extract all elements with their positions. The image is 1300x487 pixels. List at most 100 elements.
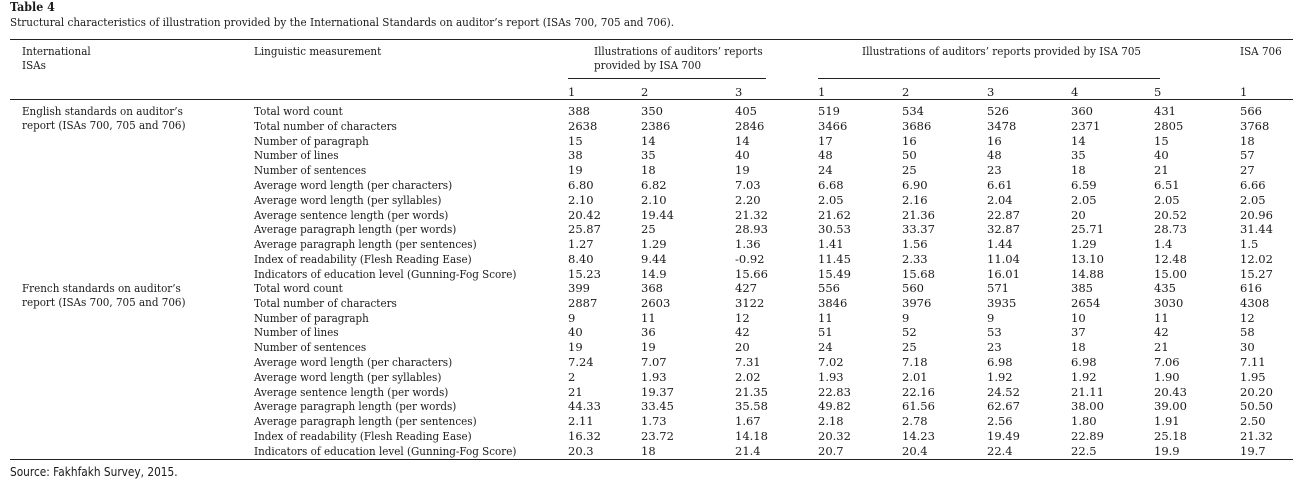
table-cell: 3466 — [818, 118, 848, 133]
table-cell: 44.33 — [568, 399, 601, 414]
table-cell: 3935 — [987, 295, 1017, 310]
table-cell: 20.42 — [568, 207, 601, 222]
header-linguistic-measurement: Linguistic measurement — [254, 44, 382, 58]
table-cell: 21.62 — [818, 207, 851, 222]
column-number: 2 — [641, 85, 649, 99]
table-row: Total word count 388 350 405 519 534 526 360 431… — [0, 104, 1300, 119]
table-row: Number of sentences 19 18 19 24 25 23 18 21 27 — [0, 163, 1300, 178]
top-rule — [10, 39, 1293, 40]
table-cell: 2.05 — [1240, 192, 1266, 207]
table-cell: 2.50 — [1240, 414, 1266, 429]
table-cell: 22.87 — [987, 207, 1020, 222]
table-cell: 22.4 — [987, 443, 1013, 458]
table-cell: 2.11 — [568, 414, 594, 429]
bottom-rule — [10, 459, 1293, 460]
table-cell: 526 — [987, 104, 1009, 118]
table-cell: 30.53 — [818, 222, 851, 237]
header-international-isas: International ISAs — [22, 44, 91, 72]
table-cell: 2386 — [641, 118, 671, 133]
table-cell: 19 — [568, 163, 583, 178]
table-cell: 18 — [641, 443, 656, 458]
table-cell: 20.20 — [1240, 384, 1273, 399]
table-cell: 15.68 — [902, 266, 935, 281]
table-cell: 14.18 — [735, 429, 768, 443]
table-row: Total number of characters 2887 2603 3122 38… — [0, 296, 1300, 311]
isa700-subheader-rule — [568, 78, 766, 79]
header-isas-line2: ISAs — [22, 58, 46, 72]
measure-label: Index of readability (Flesh Reading Ease… — [254, 252, 472, 266]
table-cell: 2.01 — [902, 369, 928, 384]
table-caption: Structural characteristics of illustrati… — [10, 15, 675, 29]
table-cell: 556 — [818, 281, 840, 295]
table-cell: 38 — [568, 148, 583, 163]
table-cell: 31.44 — [1240, 222, 1273, 237]
table-cell: 25.87 — [568, 222, 601, 237]
table-cell: 17 — [818, 133, 833, 148]
table-cell: 1.90 — [1154, 369, 1180, 384]
table-cell: 3478 — [987, 118, 1017, 133]
table-cell: 1.29 — [1071, 237, 1097, 252]
table-cell: 560 — [902, 281, 924, 295]
table-cell: 32.87 — [987, 222, 1020, 237]
table-row: Number of sentences 19 19 20 24 25 23 18 21 30 — [0, 340, 1300, 355]
table-cell: 2.16 — [902, 192, 928, 207]
table-cell: 20 — [735, 340, 750, 355]
table-cell: 21.11 — [1071, 384, 1104, 399]
table-cell: 33.45 — [641, 399, 674, 414]
table-cell: 22.89 — [1071, 429, 1104, 443]
table-cell: 58 — [1240, 325, 1255, 340]
table-row: Average paragraph length (per words) 44.3… — [0, 399, 1300, 414]
table-source: Source: Fakhfakh Survey, 2015. — [10, 465, 178, 479]
table-cell: 40 — [735, 148, 750, 163]
table-cell: 1.92 — [987, 369, 1013, 384]
table-row: Average word length (per characters) 7.24… — [0, 355, 1300, 370]
table-cell: 23 — [987, 163, 1002, 178]
table-cell: -0.92 — [735, 252, 765, 266]
table-cell: 42 — [1154, 325, 1169, 340]
table-cell: 3030 — [1154, 295, 1184, 310]
table-cell: 2.05 — [818, 192, 844, 207]
table-cell: 36 — [641, 325, 656, 340]
table-cell: 21.32 — [735, 207, 768, 222]
table-cell: 2603 — [641, 295, 671, 310]
table-cell: 22.5 — [1071, 443, 1097, 458]
table-cell: 7.11 — [1240, 355, 1266, 369]
table-cell: 16 — [902, 133, 917, 148]
table-cell: 12 — [1240, 310, 1255, 325]
table-cell: 40 — [568, 325, 583, 340]
table-cell: 20.4 — [902, 443, 928, 458]
measure-label: Average paragraph length (per words) — [254, 222, 457, 237]
measure-label: Average word length (per characters) — [254, 355, 453, 369]
table-cell: 15.00 — [1154, 266, 1187, 281]
table-cell: 19 — [641, 340, 656, 355]
table-cell: 37 — [1071, 325, 1086, 340]
table-cell: 20.52 — [1154, 207, 1187, 222]
table-cell: 405 — [735, 104, 757, 118]
table-cell: 11 — [1154, 310, 1169, 325]
table-cell: 6.98 — [1071, 355, 1097, 369]
table-cell: 2.05 — [1071, 192, 1097, 207]
table-cell: 2.02 — [735, 369, 761, 384]
table-cell: 15 — [568, 133, 583, 148]
table-row: Average word length (per characters) 6.80… — [0, 178, 1300, 193]
header-isa700: Illustrations of auditors’ reports provi… — [594, 44, 763, 72]
table-cell: 25.71 — [1071, 222, 1104, 237]
table-cell: 427 — [735, 281, 757, 295]
table-cell: 2887 — [568, 295, 598, 310]
table-cell: 1.27 — [568, 237, 594, 252]
column-number: 2 — [902, 85, 910, 99]
table-cell: 15.66 — [735, 266, 768, 281]
table-cell: 53 — [987, 325, 1002, 340]
table-cell: 360 — [1071, 104, 1093, 118]
table-cell: 16.01 — [987, 266, 1020, 281]
table-row: Average sentence length (per words) 20.42… — [0, 208, 1300, 223]
table-cell: 2.56 — [987, 414, 1013, 429]
table-cell: 1.5 — [1240, 237, 1259, 252]
table-cell: 14.88 — [1071, 266, 1104, 281]
measure-label: Index of readability (Flesh Reading Ease… — [254, 429, 472, 443]
table-cell: 2 — [568, 369, 576, 384]
table-cell: 20.3 — [568, 443, 594, 458]
table-cell: 6.82 — [641, 178, 667, 192]
table-cell: 33.37 — [902, 222, 935, 237]
table-cell: 1.56 — [902, 237, 928, 252]
